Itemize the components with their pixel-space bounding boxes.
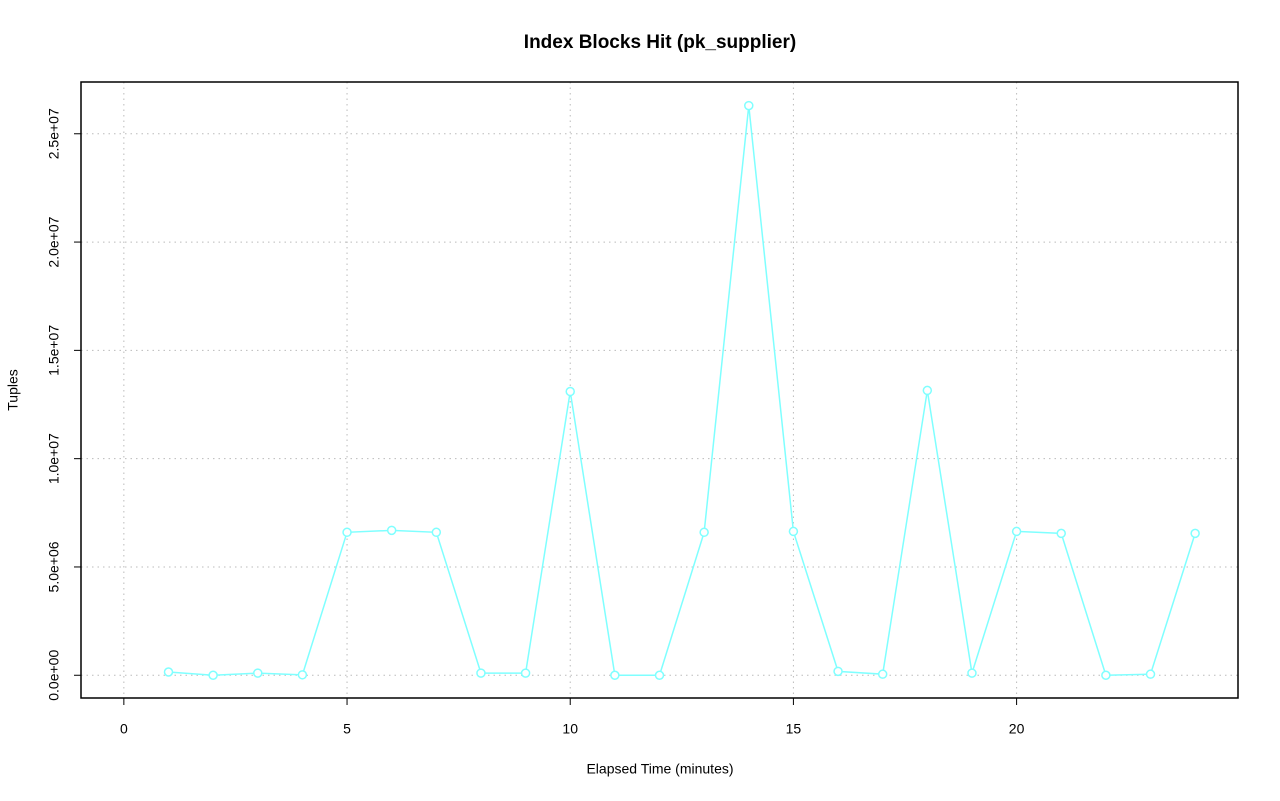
x-tick-label: 20 [1009,721,1025,737]
data-point [476,668,486,678]
y-tick-label: 2.5e+07 [46,108,62,159]
chart-title: Index Blocks Hit (pk_supplier) [524,32,796,53]
data-point [297,670,308,680]
y-tick-label: 0.0e+00 [46,650,62,701]
x-tick-label: 0 [120,721,128,737]
data-point [654,670,665,681]
data-point [788,526,799,537]
data-point [1101,670,1111,681]
data-point [922,385,933,396]
x-tick-label: 10 [562,721,578,737]
plot-frame [80,81,1239,699]
data-point [163,667,174,677]
data-point [1190,528,1200,539]
y-tick-label: 1.0e+07 [46,433,62,484]
data-line [168,105,1196,677]
data-point [699,527,709,538]
data-point [342,527,352,538]
data-point [565,386,575,397]
data-point [1145,669,1156,679]
data-point [386,525,397,536]
data-point [253,668,263,678]
x-axis-label: Elapsed Time (minutes) [586,761,733,777]
y-tick-label: 1.5e+07 [46,325,62,376]
data-point [833,666,843,677]
data-point [610,670,620,681]
data-point [877,669,888,679]
y-tick-label: 5.0e+06 [46,541,62,592]
y-tick-label: 2.0e+07 [46,216,62,267]
x-tick-label: 15 [786,721,802,737]
data-point [520,668,531,678]
data-point [1056,528,1066,539]
data-point [967,668,977,678]
data-point [744,100,754,111]
data-point [208,670,218,681]
data-point [431,527,442,538]
x-tick-label: 5 [343,721,351,737]
y-axis-label: Tuples [5,369,21,411]
data-point [1011,526,1022,537]
